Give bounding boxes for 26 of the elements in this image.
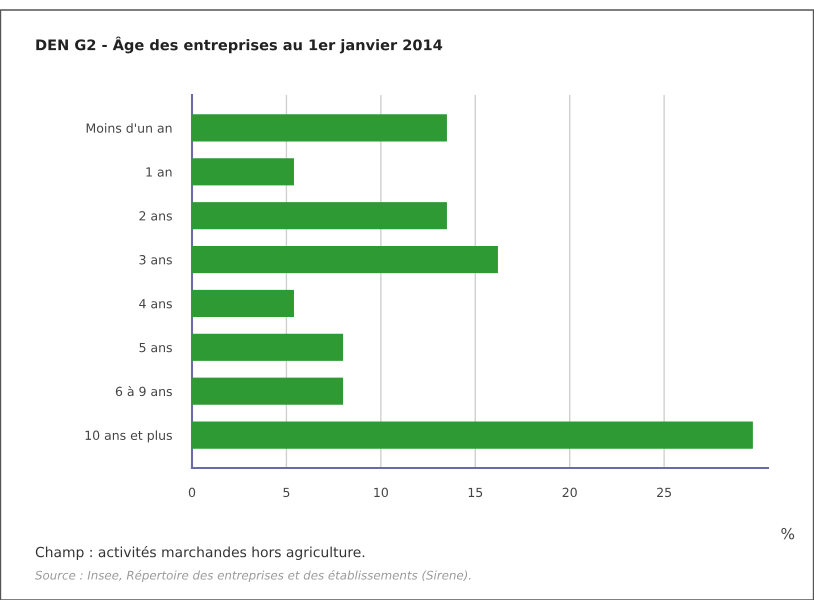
- bar: [192, 290, 294, 318]
- x-tick-label: 5: [283, 488, 290, 498]
- bar: [192, 202, 447, 230]
- x-tick-label: 20: [562, 488, 577, 498]
- y-tick-label: 1 an: [146, 167, 172, 177]
- y-tick-label: 6 à 9 ans: [116, 386, 172, 396]
- x-tick-label: 25: [657, 488, 671, 498]
- bar: [192, 421, 753, 449]
- bar: [192, 378, 344, 405]
- x-tick-label: 0: [188, 488, 196, 498]
- x-tick-label: 10: [374, 488, 388, 498]
- source-note: Source : Insee, Répertoire des entreprises et des établissements (Sirene).: [35, 570, 470, 582]
- x-axis-title: %: [781, 528, 794, 540]
- bar: [192, 246, 498, 274]
- text: Champ : activités marchandes hors agriculture.: [36, 546, 364, 560]
- x-tick-label: 15: [468, 488, 482, 498]
- y-tick-label: 5 ans: [140, 342, 172, 352]
- y-tick-label: 4 ans: [139, 299, 172, 308]
- y-tick-label: 10 ans et plus: [86, 430, 172, 442]
- y-tick-label: Moins d'un an: [86, 123, 172, 133]
- y-tick-label: 2 ans: [139, 211, 172, 221]
- bar: [192, 158, 294, 186]
- y-tick-label: 3 ans: [139, 255, 172, 264]
- bar: [192, 334, 344, 361]
- chart-title: DEN G2 - Âge des entreprises au 1er janvier 2014: [36, 36, 442, 54]
- bar: [192, 114, 447, 142]
